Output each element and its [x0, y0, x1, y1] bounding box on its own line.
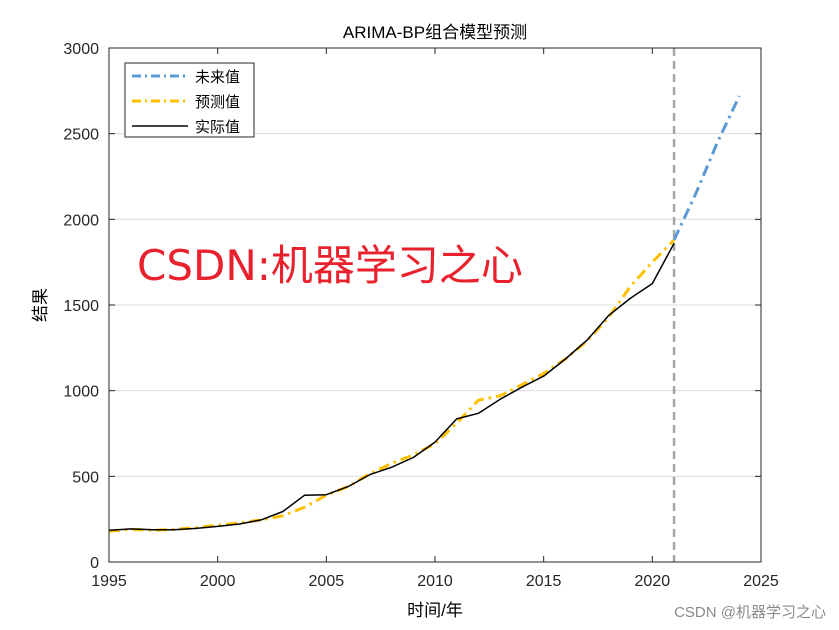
x-tick-label-2025: 2025	[743, 573, 779, 590]
y-tick-label-1500: 1500	[63, 298, 99, 315]
y-tick-label-2000: 2000	[63, 212, 99, 229]
y-tick-label-2500: 2500	[63, 127, 99, 144]
series-lines	[108, 95, 741, 533]
x-tick-label-2015: 2015	[526, 573, 562, 590]
chart-title: ARIMA-BP组合模型预测	[343, 23, 527, 42]
y-tick-label-1000: 1000	[63, 384, 99, 401]
x-tick-label-2020: 2020	[635, 573, 671, 590]
x-axis-label: 时间/年	[407, 601, 463, 620]
axis-ticks: 1995 2000 2005 2010 2015 2020 2025 0 500 1000 1500…	[63, 41, 778, 590]
x-tick-label-2010: 2010	[417, 573, 453, 590]
y-tick-label-3000: 3000	[63, 41, 99, 58]
y-tick-label-500: 500	[72, 469, 99, 486]
series-actual-line	[108, 242, 675, 532]
legend-label-predicted: 预测值	[195, 94, 240, 111]
legend-label-future: 未来值	[195, 69, 240, 86]
footer-watermark: CSDN @机器学习之心	[674, 604, 826, 621]
x-tick-label-2000: 2000	[200, 573, 236, 590]
y-tick-label-0: 0	[90, 555, 99, 572]
series-future-line	[672, 95, 741, 241]
x-tick-label-2005: 2005	[309, 573, 345, 590]
legend: 未来值 预测值 实际值	[124, 62, 255, 138]
x-tick-label-1995: 1995	[91, 573, 127, 590]
legend-label-actual: 实际值	[195, 119, 240, 136]
y-axis-label: 结果	[31, 288, 50, 322]
watermark-text: CSDN:机器学习之心	[137, 241, 523, 290]
